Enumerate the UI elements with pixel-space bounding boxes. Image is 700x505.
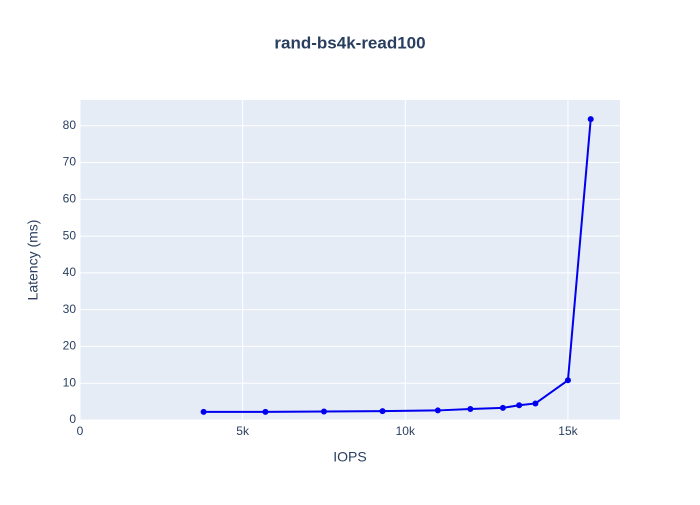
data-point <box>467 405 474 412</box>
x-tick-label: 5k <box>236 424 250 438</box>
data-point <box>434 407 441 414</box>
y-tick-label: 70 <box>63 155 77 169</box>
data-point <box>532 400 539 407</box>
x-tick-label: 10k <box>396 424 416 438</box>
data-point <box>499 404 506 411</box>
y-tick-label: 50 <box>63 228 77 242</box>
x-tick-label: 15k <box>558 424 578 438</box>
y-tick-label: 60 <box>63 191 77 205</box>
y-tick-label: 30 <box>63 302 77 316</box>
data-point <box>516 402 523 409</box>
x-axis-title: IOPS <box>333 449 366 465</box>
data-point <box>320 408 327 415</box>
data-point <box>200 408 207 415</box>
plot-area <box>80 100 620 420</box>
x-tick-label: 0 <box>77 424 84 438</box>
y-tick-label: 40 <box>63 265 77 279</box>
chart-title: rand-bs4k-read100 <box>274 33 425 52</box>
y-tick-label: 80 <box>63 118 77 132</box>
data-point <box>587 116 594 123</box>
y-tick-label: 10 <box>63 375 77 389</box>
data-point <box>262 408 269 415</box>
y-axis-title: Latency (ms) <box>25 220 41 301</box>
data-point <box>564 377 571 384</box>
data-point <box>379 408 386 415</box>
y-tick-label: 20 <box>63 339 77 353</box>
y-tick-label: 0 <box>69 412 76 426</box>
